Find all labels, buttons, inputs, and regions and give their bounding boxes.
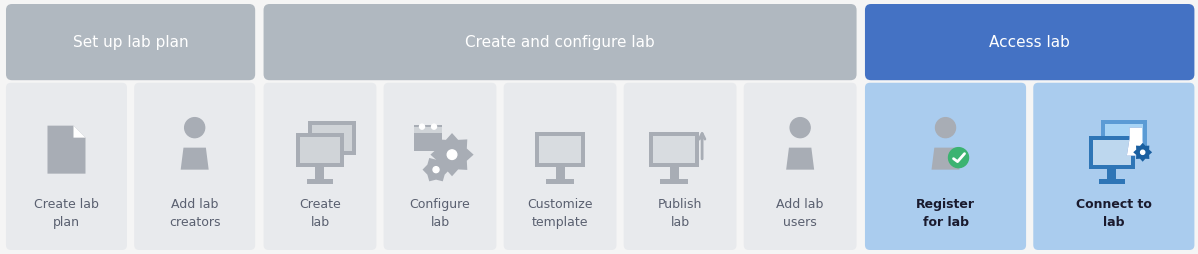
Bar [1089,136,1135,169]
Text: Add lab
users: Add lab users [776,198,824,229]
Circle shape [184,118,205,138]
Text: Set up lab plan: Set up lab plan [73,35,188,50]
Bar [546,179,574,184]
Text: Publish
lab: Publish lab [658,198,702,229]
Bar [415,127,442,133]
FancyBboxPatch shape [503,83,617,250]
Text: Access lab: Access lab [990,35,1070,50]
FancyBboxPatch shape [624,83,737,250]
Polygon shape [1127,128,1145,156]
Polygon shape [430,133,473,176]
Bar [653,136,695,163]
Bar [536,132,585,167]
Polygon shape [1127,128,1145,156]
FancyBboxPatch shape [865,83,1025,250]
FancyBboxPatch shape [865,4,1194,80]
Polygon shape [73,126,85,138]
Polygon shape [423,158,449,181]
Bar [670,167,678,179]
Bar [311,125,352,151]
Circle shape [949,148,968,168]
FancyBboxPatch shape [383,83,496,250]
Text: Register
for lab: Register for lab [916,198,975,229]
Polygon shape [48,126,85,174]
Text: Configure
lab: Configure lab [410,198,471,229]
FancyBboxPatch shape [1033,83,1194,250]
Bar [300,137,340,163]
Text: Customize
template: Customize template [527,198,593,229]
Text: Connect to
lab: Connect to lab [1076,198,1151,229]
Text: Create
lab: Create lab [300,198,341,229]
Bar [660,179,688,184]
Circle shape [432,167,438,173]
FancyBboxPatch shape [134,83,255,250]
Bar [649,132,700,167]
Polygon shape [932,148,960,170]
Bar [1101,120,1146,153]
FancyBboxPatch shape [6,83,127,250]
Circle shape [936,118,956,138]
FancyBboxPatch shape [264,4,857,80]
Circle shape [1140,150,1145,154]
Bar [415,125,442,151]
Bar [1099,179,1125,184]
Bar [308,121,356,155]
Text: Add lab
creators: Add lab creators [169,198,220,229]
Circle shape [791,118,810,138]
Polygon shape [1129,132,1143,152]
FancyBboxPatch shape [6,4,255,80]
Polygon shape [181,148,208,170]
Bar [307,179,333,184]
Bar [315,167,325,179]
Text: Create lab
plan: Create lab plan [34,198,99,229]
Bar [1107,169,1117,179]
Circle shape [447,150,456,160]
Text: Create and configure lab: Create and configure lab [465,35,655,50]
Bar [1093,140,1131,165]
FancyBboxPatch shape [264,83,376,250]
Polygon shape [786,148,815,170]
Bar [539,136,581,163]
Polygon shape [1133,143,1152,162]
Bar [296,133,344,167]
Circle shape [419,124,424,129]
Bar [1105,124,1143,149]
FancyBboxPatch shape [744,83,857,250]
Bar [556,167,564,179]
Circle shape [431,124,436,129]
